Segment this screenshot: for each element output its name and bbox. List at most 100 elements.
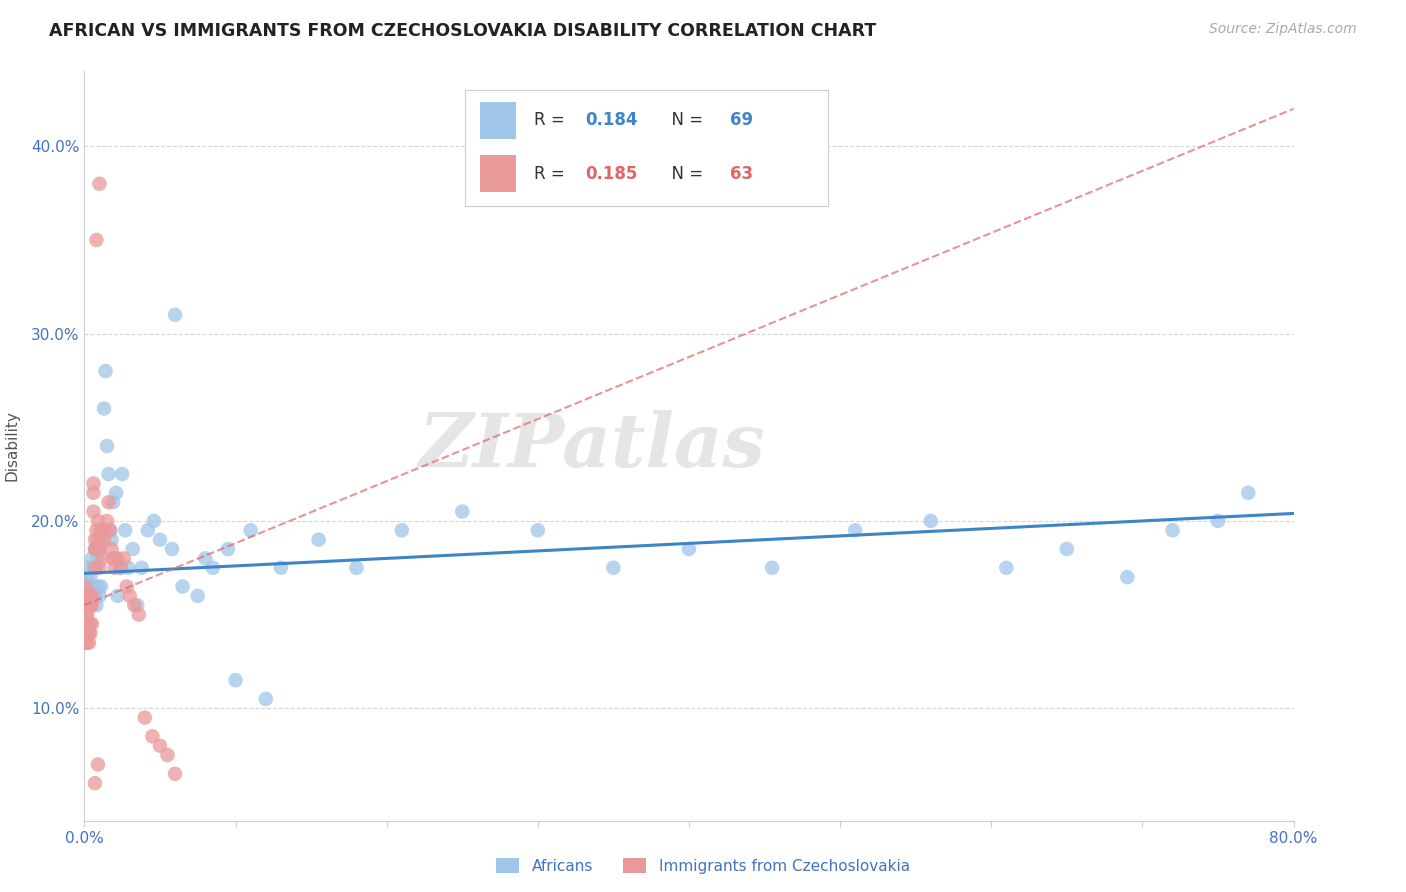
Point (239, 523, 262, 537)
Point (122, 599, 145, 613)
Point (80, 617, 103, 632)
Point (96, 439, 118, 453)
Point (156, 747, 179, 762)
Point (100, 542, 122, 557)
Point (75, 617, 97, 632)
Text: ZIPatlas: ZIPatlas (419, 409, 766, 483)
Point (101, 495, 124, 509)
Point (94, 523, 117, 537)
Point (761, 561, 783, 575)
Point (98, 523, 121, 537)
Point (87, 533, 110, 547)
Point (84, 561, 107, 575)
Point (80, 599, 103, 613)
Point (101, 551, 124, 566)
Point (82, 486, 104, 500)
Point (77, 599, 100, 613)
Point (91, 533, 114, 547)
Point (127, 599, 149, 613)
Point (270, 561, 292, 575)
Point (77, 561, 100, 575)
Point (97, 495, 120, 509)
Point (1116, 570, 1139, 584)
Point (79, 570, 101, 584)
Point (75, 635, 97, 649)
Point (90, 523, 112, 537)
Point (89, 589, 111, 603)
Point (131, 561, 153, 575)
Point (75, 580, 97, 594)
Point (84, 542, 107, 557)
Point (104, 551, 127, 566)
Point (141, 730, 163, 744)
Point (76, 589, 98, 603)
Point (82, 580, 104, 594)
Point (77, 617, 100, 632)
Point (105, 486, 128, 500)
Point (84, 589, 107, 603)
Point (187, 589, 209, 603)
Point (117, 561, 139, 575)
Point (82, 561, 104, 575)
Point (165, 308, 187, 322)
Point (76, 570, 98, 584)
Point (995, 561, 1018, 575)
Point (80, 589, 103, 603)
Point (110, 561, 132, 575)
Point (254, 692, 277, 706)
Point (225, 673, 247, 688)
Point (149, 533, 172, 547)
Point (527, 523, 550, 537)
Point (142, 514, 165, 528)
Point (75, 626, 97, 640)
Point (678, 542, 700, 557)
Point (84, 533, 107, 547)
Point (121, 542, 143, 557)
Point (77, 626, 100, 640)
Point (308, 533, 330, 547)
Point (89, 561, 111, 575)
Point (77, 635, 100, 649)
Point (84, 542, 107, 557)
Point (76, 617, 98, 632)
Point (93, 401, 115, 416)
Point (79, 626, 101, 640)
Point (76, 599, 98, 613)
Point (86, 542, 108, 557)
Y-axis label: Disability: Disability (4, 410, 20, 482)
Point (79, 589, 101, 603)
Point (87, 551, 110, 566)
Point (79, 599, 101, 613)
Point (844, 523, 866, 537)
Point (86, 233, 108, 247)
Point (201, 561, 224, 575)
Point (1237, 486, 1260, 500)
Point (82, 476, 104, 491)
Point (96, 514, 118, 528)
Point (75, 580, 97, 594)
Point (391, 523, 413, 537)
Point (80, 551, 103, 566)
Point (128, 607, 150, 622)
Point (90, 580, 112, 594)
Point (94, 364, 117, 378)
Point (84, 776, 107, 790)
Point (346, 561, 368, 575)
Point (76, 626, 98, 640)
Point (91, 551, 114, 566)
Point (104, 561, 127, 575)
Point (77, 589, 100, 603)
Point (76, 599, 98, 613)
Point (107, 589, 129, 603)
Point (87, 757, 110, 772)
Point (149, 739, 172, 753)
Point (93, 533, 115, 547)
Text: AFRICAN VS IMMIGRANTS FROM CZECHOSLOVAKIA DISABILITY CORRELATION CHART: AFRICAN VS IMMIGRANTS FROM CZECHOSLOVAKI… (49, 22, 876, 40)
Point (112, 551, 135, 566)
Point (89, 542, 111, 557)
Point (80, 589, 103, 603)
Point (115, 580, 138, 594)
Point (172, 580, 194, 594)
Point (82, 505, 104, 519)
Point (217, 542, 239, 557)
